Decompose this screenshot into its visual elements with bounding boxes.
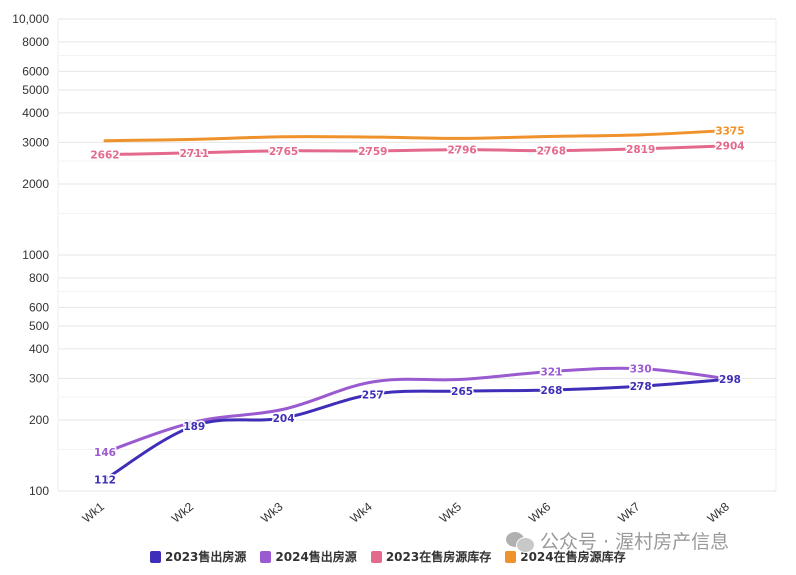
data-label: 204: [273, 413, 295, 425]
y-tick-label: 200: [29, 413, 49, 427]
watermark-text: 公众号 · 渥村房产信息: [540, 531, 730, 553]
y-tick-label: 1000: [22, 248, 49, 262]
x-tick-label: Wk7: [615, 499, 643, 525]
watermark: 公众号 · 渥村房产信息: [506, 527, 729, 554]
x-axis-ticks: Wk1 Wk2 Wk3 Wk4 Wk5 Wk6 Wk7 Wk8: [80, 499, 733, 525]
legend-item[interactable]: 2024在售房源库存: [505, 548, 626, 565]
series-line: [103, 366, 732, 454]
legend-label: 2023在售房源库存: [385, 550, 492, 564]
y-tick-label: 600: [29, 300, 49, 314]
y-tick-label: 5000: [22, 83, 49, 97]
legend-swatch: [260, 550, 272, 563]
legend-item[interactable]: 2023在售房源库存: [370, 548, 492, 565]
data-label: 257: [362, 389, 384, 401]
data-label: 2662: [90, 150, 119, 162]
y-tick-label: 3000: [22, 135, 49, 149]
series-line: [103, 377, 732, 481]
data-label: 2904: [715, 141, 744, 153]
legend-swatch: [150, 550, 161, 563]
data-label: 2711: [180, 148, 209, 160]
legend-item[interactable]: 2024售出房源: [260, 548, 357, 565]
data-label: 2819: [626, 144, 655, 156]
legend-label: 2023售出房源: [165, 550, 247, 564]
data-label: 268: [540, 385, 562, 397]
data-label: 265: [451, 386, 473, 398]
legend-label: 2024在售房源库存: [520, 550, 626, 564]
y-tick-label: 4000: [22, 106, 49, 120]
data-label: 2796: [448, 145, 477, 157]
legend-label: 2024售出房源: [275, 550, 357, 564]
y-tick-label: 100: [29, 484, 49, 498]
y-tick-label: 500: [29, 319, 49, 333]
x-tick-label: Wk1: [80, 499, 108, 525]
y-tick-label: 6000: [22, 64, 49, 78]
legend: 2023售出房源 2024售出房源 2023在售房源库存 2024在售房源库存: [150, 548, 626, 565]
data-label: 189: [183, 421, 205, 433]
y-axis-ticks: 100 200 300 400 500 600 800 1000 2000 3000 4000 500…: [12, 12, 49, 498]
series-line: [103, 128, 732, 143]
data-label: 146: [94, 447, 116, 459]
x-tick-label: Wk6: [526, 499, 554, 525]
y-tick-label: 800: [29, 271, 49, 285]
data-labels: 3375 2662 2711 2765 2759 2796 2768 2819 2904 146 3…: [89, 124, 746, 488]
data-label: 2759: [358, 146, 387, 158]
x-tick-label: Wk8: [705, 499, 733, 525]
y-tick-label: 8000: [22, 35, 49, 49]
x-tick-label: Wk4: [347, 499, 375, 525]
y-tick-label: 10,000: [12, 12, 49, 26]
y-tick-label: 300: [29, 371, 49, 385]
wechat-icon: [506, 530, 535, 553]
data-label: 321: [540, 366, 562, 378]
series-lines: [103, 128, 732, 481]
x-tick-label: Wk3: [258, 499, 286, 525]
data-label: 278: [630, 381, 652, 393]
series-line: [103, 144, 732, 157]
data-label: 112: [94, 474, 116, 486]
data-label: 2765: [269, 146, 298, 158]
data-label: 298: [719, 374, 741, 386]
legend-swatch: [505, 550, 517, 563]
data-label: 330: [630, 364, 652, 376]
legend-item[interactable]: 2023售出房源: [150, 548, 246, 565]
grid-lines: [57, 18, 777, 492]
x-tick-label: Wk5: [437, 499, 465, 525]
legend-swatch: [370, 550, 382, 563]
y-tick-label: 2000: [22, 177, 49, 191]
data-label: 3375: [715, 125, 744, 137]
x-tick-label: Wk2: [169, 499, 197, 525]
y-tick-label: 400: [29, 342, 49, 356]
data-label: 2768: [537, 146, 566, 158]
